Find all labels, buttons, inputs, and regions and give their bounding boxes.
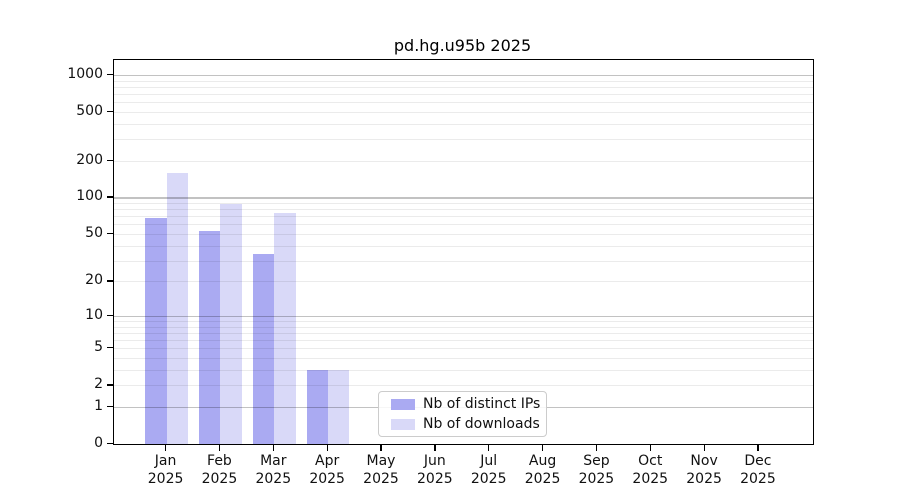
x-tick-aug [541,444,544,451]
y-tick-100 [107,196,113,198]
x-label-month: Apr [315,453,340,469]
y-tick-label-10: 10 [85,306,103,323]
y-tick-2 [107,384,113,386]
y-tick-label-50: 50 [85,224,103,241]
x-label-month: Oct [638,453,663,469]
bar-downloads-mar [274,212,296,444]
legend-swatch-distinct-ips [391,398,415,410]
x-tick-label-jan: Jan 2025 [134,452,198,488]
x-tick-label-aug: Aug 2025 [511,452,575,488]
x-label-year: 2025 [309,471,345,487]
x-label-year: 2025 [255,471,292,487]
bar-distinct-ips-jan [145,217,167,444]
y-tick-0 [107,442,113,445]
x-label-month: Aug [528,453,557,469]
x-tick-label-jul: Jul 2025 [457,452,521,488]
x-label-month: May [366,453,396,469]
y-tick-5 [107,347,113,349]
x-tick-label-oct: Oct 2025 [618,452,682,488]
bars-layer [114,60,813,444]
x-label-month: Feb [207,453,232,469]
x-label-year: 2025 [524,471,561,487]
x-tick-label-dec: Dec 2025 [726,452,790,488]
y-tick-200 [107,159,113,161]
x-tick-sep [595,444,598,451]
y-tick-1 [107,405,113,408]
y-tick-20 [107,280,113,282]
bar-downloads-feb [220,204,242,444]
y-tick-label-500: 500 [76,102,103,119]
x-tick-mar [272,444,274,451]
x-tick-nov [703,444,705,451]
x-label-month: Mar [260,453,287,469]
bar-downloads-jan [166,172,188,444]
y-tick-label-200: 200 [76,151,103,168]
y-tick-50 [107,232,113,235]
x-label-year: 2025 [470,471,507,487]
y-tick-1000 [107,73,113,76]
legend-swatch-downloads [391,418,415,430]
x-label-month: Nov [690,453,718,469]
x-label-month: Jul [480,453,498,469]
x-label-month: Jun [423,453,446,469]
x-label-year: 2025 [740,471,776,487]
x-tick-dec [757,444,759,451]
legend-row-distinct-ips: Nb of distinct IPs [379,396,546,412]
x-label-year: 2025 [147,471,184,487]
y-tick-label-5: 5 [94,339,103,356]
x-label-year: 2025 [632,471,669,487]
x-tick-may [380,444,382,451]
x-tick-apr [326,444,328,451]
x-tick-label-sep: Sep 2025 [564,452,628,488]
y-tick-label-2: 2 [94,376,103,393]
x-tick-label-feb: Feb 2025 [187,452,251,488]
x-label-year: 2025 [201,471,238,487]
legend-label-distinct-ips: Nb of distinct IPs [423,396,541,412]
x-tick-jun [434,444,436,451]
x-tick-label-mar: Mar 2025 [241,452,305,488]
y-tick-10 [107,314,113,317]
x-label-year: 2025 [578,471,615,487]
x-label-year: 2025 [417,471,453,487]
x-tick-jul [488,444,490,451]
plot-area [113,59,814,445]
legend: Nb of distinct IPs Nb of downloads [378,391,547,437]
x-label-month: Jan [154,453,177,469]
legend-label-downloads: Nb of downloads [423,416,540,432]
y-tick-label-20: 20 [85,272,103,289]
x-tick-label-apr: Apr 2025 [295,452,359,488]
x-label-month: Dec [744,453,772,469]
legend-row-downloads: Nb of downloads [379,416,546,432]
y-tick-label-1: 1 [94,397,103,414]
y-tick-label-1000: 1000 [67,65,103,82]
x-tick-label-jun: Jun 2025 [403,452,467,488]
bar-downloads-apr [328,369,350,444]
x-label-month: Sep [583,453,610,469]
x-tick-label-nov: Nov 2025 [672,452,736,488]
chart-title: pd.hg.u95b 2025 [393,36,532,55]
x-tick-label-may: May 2025 [349,452,413,488]
x-tick-jan [165,444,167,451]
x-tick-feb [218,444,221,451]
bar-distinct-ips-apr [306,369,329,444]
bar-distinct-ips-mar [253,254,275,444]
y-tick-500 [107,110,113,113]
x-tick-oct [649,444,651,451]
y-tick-label-0: 0 [94,435,103,451]
x-label-year: 2025 [686,471,722,487]
y-tick-label-100: 100 [76,188,103,205]
bar-distinct-ips-feb [199,230,221,444]
x-label-year: 2025 [363,471,399,487]
